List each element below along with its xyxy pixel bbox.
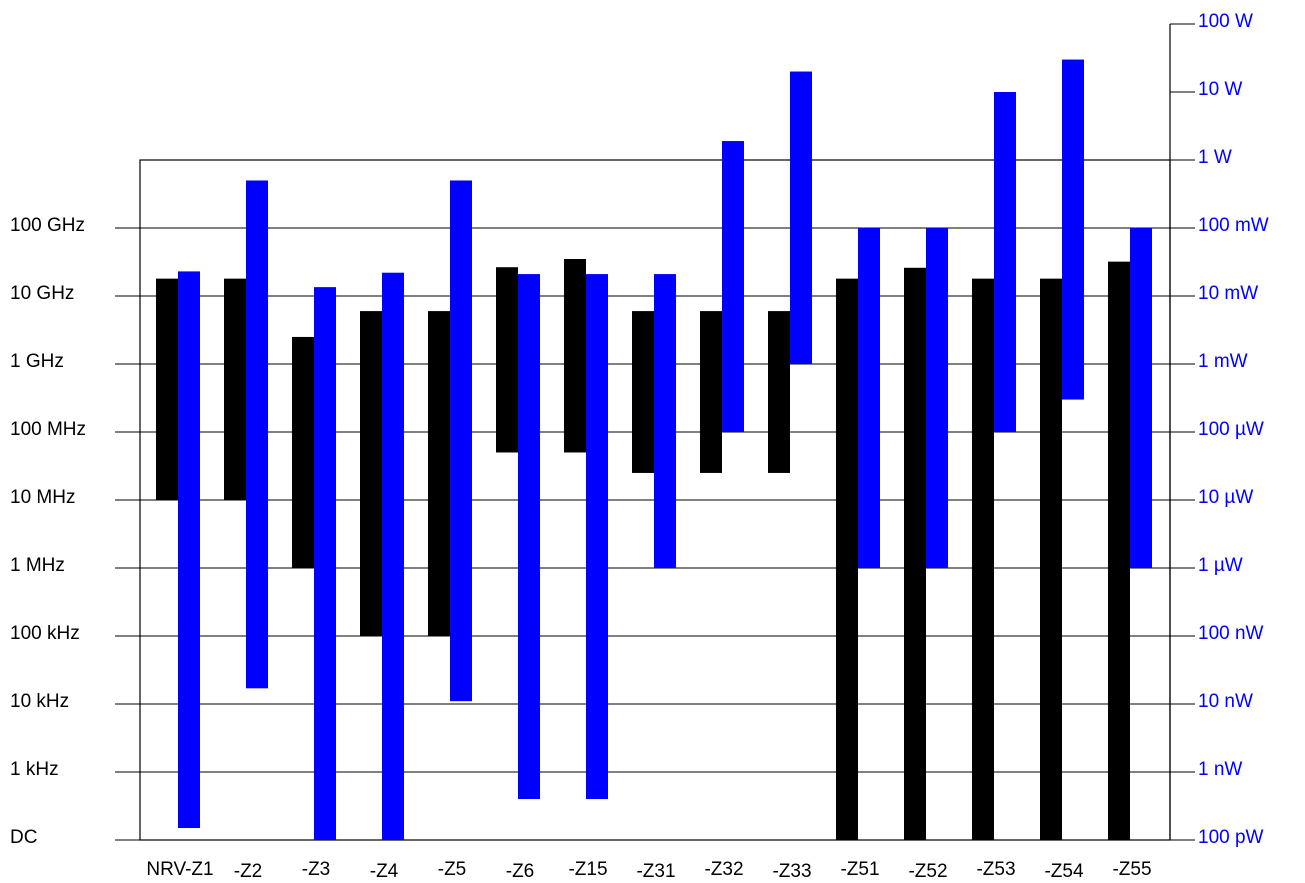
range-bar [246, 180, 268, 689]
range-bar [1108, 261, 1130, 841]
range-bar [314, 287, 336, 840]
range-bar [768, 311, 790, 473]
range-bar [1062, 59, 1084, 400]
range-bar [518, 274, 540, 800]
y-tick-label: 10 MHz [10, 487, 75, 508]
y2-tick-label: 1 µW [1198, 555, 1243, 576]
range-bar [586, 274, 608, 800]
x-tick-label: -Z53 [976, 859, 1015, 880]
range-bar [496, 267, 518, 453]
range-bar [700, 311, 722, 473]
y2-tick-label: 100 mW [1198, 215, 1269, 236]
x-tick-label: -Z51 [840, 859, 879, 880]
range-bar [1040, 278, 1062, 840]
range-bar [972, 278, 994, 840]
range-bar [994, 92, 1016, 432]
x-tick-label: -Z32 [704, 859, 743, 880]
y-tick-label: 1 MHz [10, 555, 65, 576]
y2-tick-label: 100 W [1198, 11, 1253, 32]
range-bar [836, 278, 858, 840]
x-tick-label: NRV-Z1 [146, 859, 213, 880]
range-bar [722, 141, 744, 433]
y2-tick-label: 1 W [1198, 147, 1232, 168]
y2-tick-label: 1 mW [1198, 351, 1248, 372]
y-tick-label: 1 GHz [10, 351, 64, 372]
range-bar [1130, 228, 1152, 568]
y-tick-label: DC [10, 827, 37, 848]
x-tick-label: -Z6 [506, 861, 535, 882]
x-tick-label: -Z5 [438, 859, 467, 880]
x-tick-label: -Z3 [302, 859, 331, 880]
y2-tick-label: 100 µW [1198, 419, 1264, 440]
y2-tick-label: 1 nW [1198, 759, 1242, 780]
y-tick-label: 100 kHz [10, 623, 80, 644]
y2-tick-label: 10 mW [1198, 283, 1258, 304]
range-bar [292, 336, 314, 568]
range-bar [360, 311, 382, 636]
range-bar [654, 274, 676, 568]
range-bar [790, 71, 812, 364]
x-tick-label: -Z2 [234, 861, 263, 882]
range-bar [926, 228, 948, 568]
range-bar [428, 311, 450, 636]
range-bar [156, 278, 178, 500]
y2-tick-label: 100 nW [1198, 623, 1264, 644]
x-tick-label: -Z33 [772, 861, 811, 882]
range-bar [632, 311, 654, 473]
y-tick-label: 10 kHz [10, 691, 69, 712]
y2-tick-label: 10 µW [1198, 487, 1253, 508]
x-tick-label: -Z31 [636, 861, 675, 882]
y2-tick-label: 10 nW [1198, 691, 1253, 712]
x-tick-label: -Z4 [370, 861, 399, 882]
x-tick-label: -Z52 [908, 861, 947, 882]
range-bar [450, 180, 472, 702]
x-tick-label: -Z55 [1112, 859, 1151, 880]
y-tick-label: 1 kHz [10, 759, 59, 780]
y-tick-label: 100 GHz [10, 215, 85, 236]
x-tick-label: -Z15 [568, 859, 607, 880]
y-tick-label: 10 GHz [10, 283, 74, 304]
range-bar [224, 278, 246, 500]
range-bar [904, 267, 926, 840]
range-bar [382, 272, 404, 840]
range-bar [858, 228, 880, 568]
y2-tick-label: 100 pW [1198, 827, 1264, 848]
y-tick-label: 100 MHz [10, 419, 86, 440]
range-bar [178, 271, 200, 829]
x-tick-label: -Z54 [1044, 861, 1084, 882]
range-bar [564, 259, 586, 453]
y2-tick-label: 10 W [1198, 79, 1242, 100]
